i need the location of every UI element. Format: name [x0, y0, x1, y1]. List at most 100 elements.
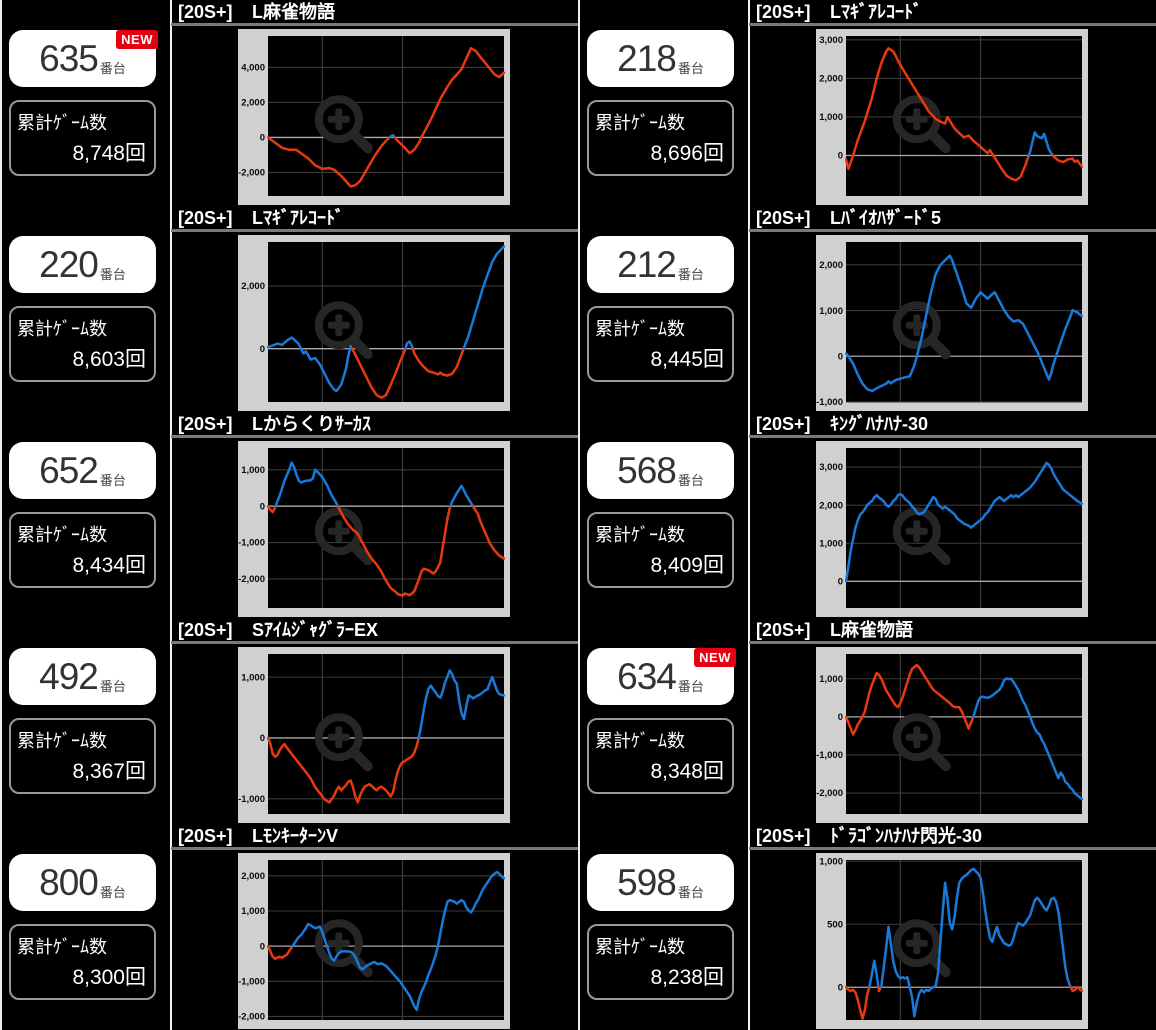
machine-cell: [20S+] Lﾏｷﾞｱﾚｺｰﾄﾞ NEW 220 番台 累計ｹﾞｰﾑ数 8,6… — [0, 206, 578, 412]
slump-graph[interactable]: 2,000 1,000 0 -1,000 -2,000 — [238, 853, 510, 1029]
total-games-card: 累計ｹﾞｰﾑ数 8,434回 — [9, 512, 156, 588]
slump-graph-svg: 2,000 1,000 0 -1,000 -2,000 — [238, 853, 510, 1029]
machine-number: 492 — [39, 655, 99, 697]
machine-number-card[interactable]: NEW 220 番台 — [9, 236, 156, 293]
slump-graph[interactable]: 3,000 2,000 1,000 0 — [816, 29, 1088, 205]
title-underline — [749, 847, 1156, 850]
machine-number-card[interactable]: NEW 652 番台 — [9, 442, 156, 499]
machine-number-card[interactable]: NEW 212 番台 — [587, 236, 734, 293]
machine-name: L麻雀物語 — [830, 620, 913, 640]
machine-number-card[interactable]: NEW 635 番台 — [9, 30, 158, 87]
machine-cell: [20S+] L麻雀物語 NEW 635 番台 累計ｹﾞｰﾑ数 8,748回 4… — [0, 0, 578, 206]
machine-number-suffix: 番台 — [99, 267, 126, 282]
axis-label: -2,000 — [816, 788, 843, 799]
series-lines — [845, 254, 1084, 393]
slump-graph[interactable]: 3,000 2,000 1,000 0 — [816, 441, 1088, 617]
machine-cell: [20S+] ｷﾝｸﾞﾊﾅﾊﾅ-30 NEW 568 番台 累計ｹﾞｰﾑ数 8,… — [578, 412, 1156, 618]
machine-number-suffix: 番台 — [99, 473, 126, 488]
series-segment-negative — [336, 504, 452, 597]
series-segment-positive — [1027, 131, 1055, 157]
spec-tag: [20S+] — [178, 2, 233, 22]
machine-cell: [20S+] L麻雀物語 NEW 634 番台 累計ｹﾞｰﾑ数 8,348回 1… — [578, 618, 1156, 824]
spec-tag: [20S+] — [756, 208, 811, 228]
machine-number-card[interactable]: NEW 634 番台 — [587, 648, 736, 705]
title-underline — [749, 23, 1156, 26]
slump-graph[interactable]: 1,000 0 -1,000 — [238, 647, 510, 823]
title-underline — [749, 435, 1156, 438]
slump-graph[interactable]: 1,000 500 0 — [816, 853, 1088, 1029]
spec-tag: [20S+] — [756, 826, 811, 846]
series-segment-positive — [404, 340, 415, 350]
magnifier-watermark-icon — [892, 713, 951, 772]
total-games-card: 累計ｹﾞｰﾑ数 8,603回 — [9, 306, 156, 382]
series-segment-negative — [411, 347, 465, 377]
slump-graph[interactable]: 2,000 1,000 0 -1,000 — [816, 235, 1088, 411]
axis-label: 0 — [260, 133, 265, 144]
spec-tag: [20S+] — [178, 620, 233, 640]
magnifier-watermark-icon — [314, 919, 373, 978]
series-lines — [267, 46, 506, 188]
slump-graph[interactable]: 1,000 0 -1,000 -2,000 — [238, 441, 510, 617]
machine-cell: [20S+] LﾓﾝｷｰﾀｰﾝV NEW 800 番台 累計ｹﾞｰﾑ数 8,30… — [0, 824, 578, 1030]
column-border-line — [0, 0, 2, 1030]
total-games-label: 累計ｹﾞｰﾑ数 — [595, 937, 685, 957]
machine-number-card[interactable]: NEW 800 番台 — [9, 854, 156, 911]
series-lines — [267, 669, 506, 804]
axis-label: 2,000 — [819, 500, 843, 511]
title-underline — [171, 847, 578, 850]
slump-graph-svg: 1,000 0 -1,000 — [238, 647, 510, 823]
slump-graph[interactable]: 2,000 0 — [238, 235, 510, 411]
total-games-label: 累計ｹﾞｰﾑ数 — [17, 525, 107, 545]
slump-graph-svg: 2,000 1,000 0 -1,000 — [816, 235, 1088, 411]
axis-label: -1,000 — [238, 538, 265, 549]
axis-label: 1,000 — [819, 856, 843, 867]
machine-number-card[interactable]: NEW 568 番台 — [587, 442, 734, 499]
machine-number-card[interactable]: NEW 218 番台 — [587, 30, 734, 87]
axis-label: 1,000 — [241, 672, 265, 683]
total-games-value: 8,748回 — [72, 142, 146, 165]
total-games-card: 累計ｹﾞｰﾑ数 8,696回 — [587, 100, 734, 176]
series-segment-positive — [267, 336, 352, 393]
series-lines — [267, 870, 506, 1012]
plot-area — [846, 242, 1082, 402]
series-segment-positive — [879, 867, 1073, 1018]
slump-graph-svg: 1,000 0 -1,000 -2,000 — [238, 441, 510, 617]
total-games-label: 累計ｹﾞｰﾑ数 — [17, 113, 107, 133]
machine-number-suffix: 番台 — [677, 61, 704, 76]
axis-label: 2,000 — [241, 281, 265, 292]
chart-title: [20S+] ｷﾝｸﾞﾊﾅﾊﾅ-30 — [756, 414, 928, 435]
machine-cell: [20S+] Lﾊﾞｲｵﾊｻﾞｰﾄﾞ5 NEW 212 番台 累計ｹﾞｰﾑ数 8… — [578, 206, 1156, 412]
slump-graph-svg: 1,000 0 -1,000 -2,000 — [816, 647, 1088, 823]
machine-name: Lﾏｷﾞｱﾚｺｰﾄﾞ — [830, 2, 922, 22]
machine-cell: [20S+] Lからくりｻｰｶｽ NEW 652 番台 累計ｹﾞｰﾑ数 8,43… — [0, 412, 578, 618]
axis-label: 0 — [838, 351, 843, 362]
axis-label: -2,000 — [238, 168, 265, 179]
chart-title: [20S+] L麻雀物語 — [756, 620, 913, 641]
machine-name: SｱｲﾑｼﾞｬｸﾞﾗｰEX — [252, 620, 379, 640]
machine-number-card[interactable]: NEW 492 番台 — [9, 648, 156, 705]
machine-number-card[interactable]: NEW 598 番台 — [587, 854, 734, 911]
axis-label: 0 — [838, 151, 843, 162]
chart-title: [20S+] LﾓﾝｷｰﾀｰﾝV — [178, 826, 338, 847]
axis-label: 0 — [838, 712, 843, 723]
slump-graph-svg: 3,000 2,000 1,000 0 — [816, 29, 1088, 205]
total-games-card: 累計ｹﾞｰﾑ数 8,348回 — [587, 718, 734, 794]
total-games-label: 累計ｹﾞｰﾑ数 — [595, 113, 685, 133]
series-lines — [845, 663, 1084, 801]
series-segment-negative — [845, 985, 871, 1020]
axis-label: 2,000 — [241, 98, 265, 109]
title-underline — [749, 229, 1156, 232]
axis-label: -1,000 — [816, 750, 843, 761]
total-games-label: 累計ｹﾞｰﾑ数 — [17, 731, 107, 751]
title-underline — [171, 435, 578, 438]
machine-name: ｷﾝｸﾞﾊﾅﾊﾅ-30 — [830, 414, 929, 434]
title-underline — [171, 641, 578, 644]
slump-graph[interactable]: 1,000 0 -1,000 -2,000 — [816, 647, 1088, 823]
slump-graph[interactable]: 4,000 2,000 0 -2,000 — [238, 29, 510, 205]
plot-area — [268, 654, 504, 814]
axis-label: -2,000 — [238, 574, 265, 585]
series-segment-negative — [471, 504, 506, 560]
total-games-value: 8,348回 — [650, 760, 724, 783]
total-games-card: 累計ｹﾞｰﾑ数 8,409回 — [587, 512, 734, 588]
series-segment-positive — [972, 677, 1084, 801]
